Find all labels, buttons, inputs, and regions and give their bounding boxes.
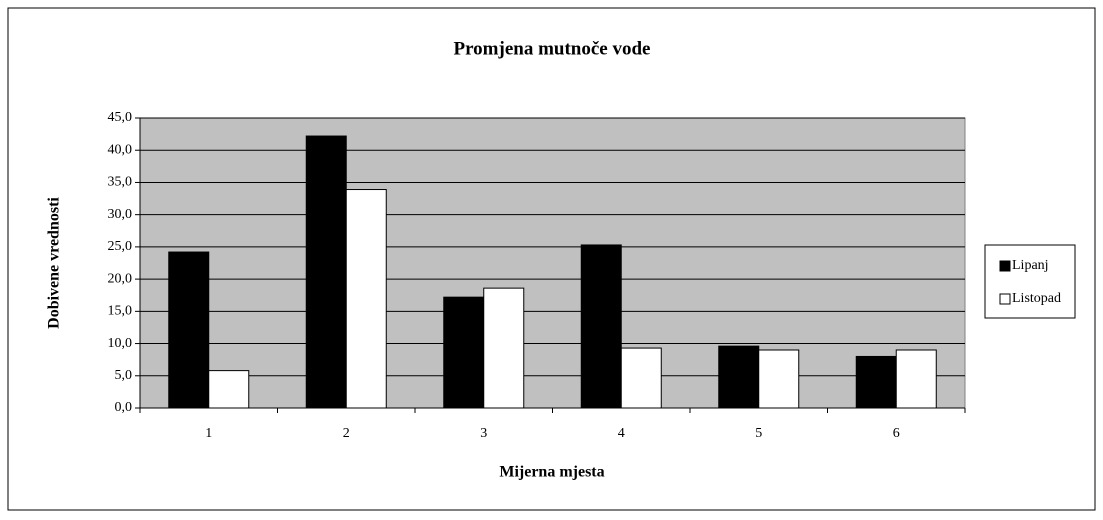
- bar: [443, 296, 485, 409]
- bar: [620, 347, 662, 409]
- y-tick-label: 10,0: [108, 336, 133, 351]
- bar: [168, 251, 210, 409]
- x-tick-label: 2: [343, 426, 350, 441]
- bar: [580, 244, 622, 409]
- x-tick-label: 6: [893, 426, 900, 441]
- bar: [855, 355, 897, 409]
- legend-label: Lipanj: [1012, 258, 1049, 273]
- legend-swatch: [999, 293, 1011, 305]
- y-tick-label: 0,0: [115, 400, 133, 415]
- y-tick-label: 45,0: [108, 110, 133, 125]
- y-tick-label: 15,0: [108, 304, 133, 319]
- bar: [483, 287, 525, 409]
- y-tick-label: 20,0: [108, 271, 133, 286]
- y-tick-label: 40,0: [108, 142, 133, 157]
- y-axis-label: Dobivene vrednosti: [46, 197, 63, 329]
- y-tick-label: 5,0: [115, 368, 133, 383]
- bar: [718, 345, 760, 409]
- legend-swatch: [999, 260, 1011, 272]
- bar: [895, 349, 937, 409]
- x-tick-label: 4: [618, 426, 625, 441]
- x-tick-label: 1: [205, 426, 212, 441]
- bar: [345, 189, 387, 409]
- x-tick-label: 3: [480, 426, 487, 441]
- y-tick-label: 35,0: [108, 175, 133, 190]
- chart-title: Promjena mutnoče vode: [453, 38, 650, 59]
- bar: [305, 135, 347, 409]
- legend-box: [984, 244, 1076, 319]
- bar: [208, 370, 250, 409]
- x-axis-label: Mijerna mjesta: [499, 464, 604, 481]
- legend-label: Listopad: [1012, 291, 1061, 306]
- y-tick-label: 30,0: [108, 207, 133, 222]
- plot-area: [139, 117, 966, 409]
- bar: [758, 349, 800, 409]
- y-tick-label: 25,0: [108, 239, 133, 254]
- x-tick-label: 5: [755, 426, 762, 441]
